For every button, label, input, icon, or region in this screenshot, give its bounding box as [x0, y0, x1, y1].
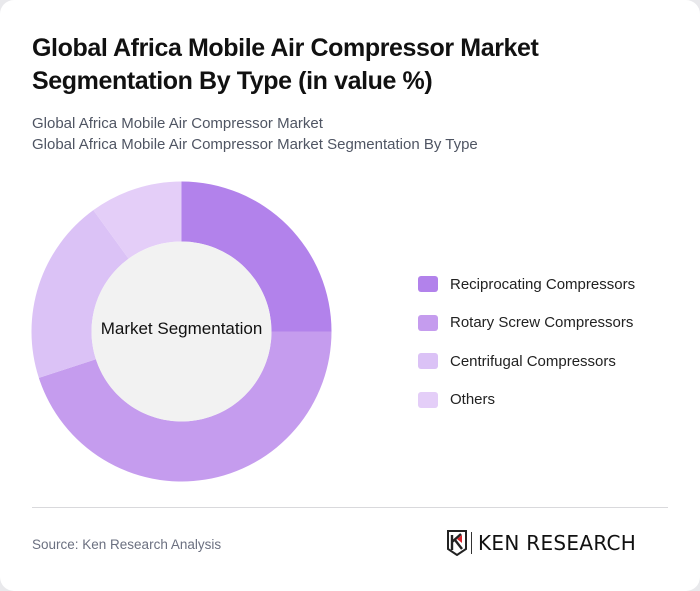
donut-chart — [31, 181, 332, 482]
legend-swatch — [418, 314, 438, 331]
legend-swatch — [418, 276, 438, 293]
legend: Reciprocating Compressors Rotary Screw C… — [418, 265, 635, 419]
chart-subtitle: Global Africa Mobile Air Compressor Mark… — [32, 113, 478, 155]
ken-research-logo: KEN RESEARCH — [447, 530, 636, 556]
subtitle-line-2: Global Africa Mobile Air Compressor Mark… — [32, 136, 478, 153]
subtitle-line-1: Global Africa Mobile Air Compressor Mark… — [32, 115, 323, 132]
ken-shield-icon — [447, 530, 467, 556]
legend-label: Centrifugal Compressors — [450, 352, 616, 370]
footer-divider — [32, 507, 668, 508]
legend-item-centrifugal[interactable]: Centrifugal Compressors — [418, 342, 635, 381]
logo-text: KEN RESEARCH — [478, 531, 637, 555]
source-note: Source: Ken Research Analysis — [32, 537, 222, 552]
legend-label: Rotary Screw Compressors — [450, 314, 634, 332]
legend-item-reciprocating[interactable]: Reciprocating Compressors — [418, 265, 635, 304]
donut-center-label: Market Segmentation — [100, 319, 263, 338]
legend-swatch — [418, 391, 438, 408]
donut-hole — [91, 241, 272, 422]
legend-item-rotary-screw[interactable]: Rotary Screw Compressors — [418, 304, 635, 343]
donut-segment[interactable] — [31, 210, 129, 378]
legend-item-others[interactable]: Others — [418, 381, 635, 420]
legend-swatch — [418, 353, 438, 370]
donut-segment[interactable] — [93, 181, 182, 259]
legend-label: Reciprocating Compressors — [450, 275, 636, 293]
chart-title: Global Africa Mobile Air Compressor Mark… — [32, 34, 539, 95]
donut-segment[interactable] — [38, 331, 332, 482]
logo-separator — [471, 532, 472, 554]
donut-segment[interactable] — [181, 181, 332, 332]
legend-label: Others — [450, 391, 496, 409]
